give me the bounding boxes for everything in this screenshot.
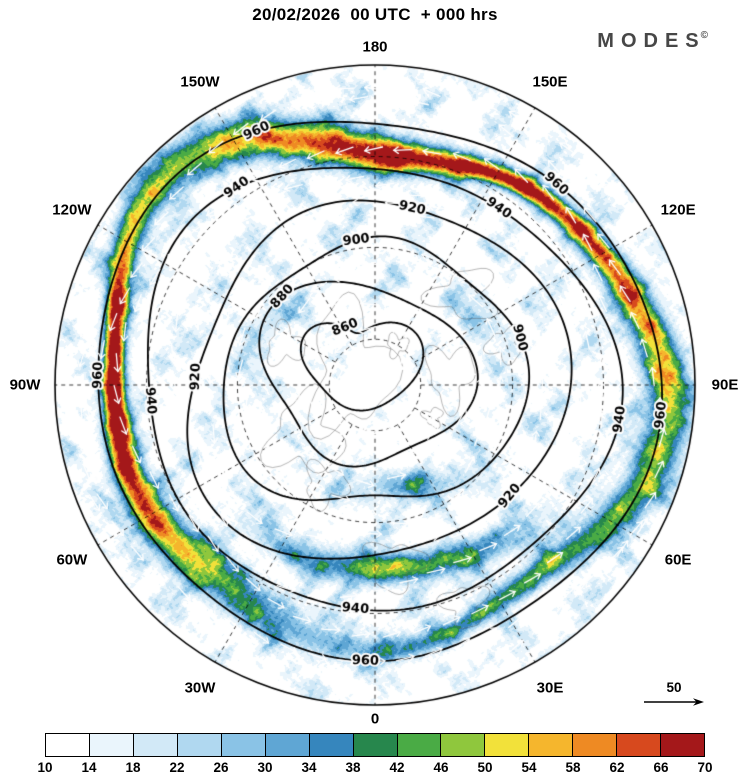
colorbar-tick: 26 xyxy=(213,760,229,775)
colorbar-tick: 50 xyxy=(477,760,493,775)
colorbar-cell xyxy=(133,734,178,756)
colorbar-cell xyxy=(309,734,354,756)
longitude-label-0: 0 xyxy=(370,710,380,728)
colorbar-cell xyxy=(617,734,662,756)
colorbar-cell xyxy=(397,734,442,756)
colorbar-tick: 22 xyxy=(169,760,185,775)
colorbar-cell xyxy=(661,734,705,756)
polar-map-canvas xyxy=(35,45,715,725)
colorbar-tick: 46 xyxy=(433,760,449,775)
colorbar-tick: 38 xyxy=(345,760,361,775)
colorbar-tick: 10 xyxy=(37,760,53,775)
longitude-label-120E: 120E xyxy=(660,201,696,219)
colorbar-cell xyxy=(485,734,530,756)
colorbar-cell xyxy=(221,734,266,756)
colorbar-cell xyxy=(573,734,618,756)
reference-wind-arrow: 50 xyxy=(638,680,710,708)
colorbar-tick: 34 xyxy=(301,760,317,775)
colorbar-cell xyxy=(353,734,398,756)
colorbar-cell xyxy=(177,734,222,756)
colorbar-ticks: 10 14 18 22 26 30 34 38 42 46 50 54 58 62 66 70 xyxy=(37,760,712,778)
colorbar-cell xyxy=(89,734,134,756)
colorbar-tick: 30 xyxy=(257,760,273,775)
colorbar-cell xyxy=(265,734,310,756)
colorbar-tick: 70 xyxy=(697,760,713,775)
colorbar-tick: 14 xyxy=(81,760,97,775)
colorbar-cell xyxy=(529,734,574,756)
longitude-label-60E: 60E xyxy=(664,551,692,569)
colorbar-tick: 58 xyxy=(565,760,581,775)
modes-logo-copyright-icon: © xyxy=(700,30,708,41)
reference-wind-value: 50 xyxy=(666,680,682,695)
chart-title: 20/02/2026 00 UTC + 000 hrs xyxy=(252,5,498,24)
colorbar-tick: 62 xyxy=(609,760,625,775)
longitude-label-30E: 30E xyxy=(536,679,564,697)
longitude-label-90W: 90W xyxy=(9,376,41,394)
colorbar-tick: 54 xyxy=(521,760,537,775)
longitude-label-180: 180 xyxy=(362,38,388,56)
reference-arrow-icon xyxy=(644,698,704,706)
colorbar-cell xyxy=(46,734,90,756)
longitude-label-90E: 90E xyxy=(711,376,739,394)
longitude-label-60W: 60W xyxy=(56,551,88,569)
colorbar-cell xyxy=(441,734,486,756)
colorbar-tick: 18 xyxy=(125,760,141,775)
longitude-label-150W: 150W xyxy=(180,73,220,91)
colorbar xyxy=(45,733,705,757)
colorbar-tick: 66 xyxy=(653,760,669,775)
colorbar-tick: 42 xyxy=(389,760,405,775)
longitude-label-30W: 30W xyxy=(184,679,216,697)
longitude-label-120W: 120W xyxy=(52,201,92,219)
longitude-label-150E: 150E xyxy=(532,73,568,91)
